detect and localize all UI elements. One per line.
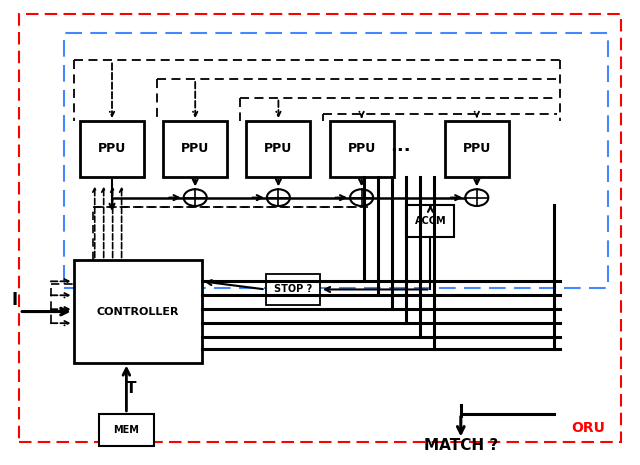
FancyBboxPatch shape	[74, 260, 202, 363]
FancyBboxPatch shape	[64, 33, 608, 288]
FancyBboxPatch shape	[80, 121, 144, 177]
Text: PPU: PPU	[348, 142, 376, 155]
Text: MEM: MEM	[113, 425, 140, 435]
FancyBboxPatch shape	[445, 121, 509, 177]
FancyBboxPatch shape	[163, 121, 227, 177]
FancyBboxPatch shape	[406, 205, 454, 237]
Text: T: T	[126, 381, 136, 396]
FancyBboxPatch shape	[330, 121, 394, 177]
Text: STOP ?: STOP ?	[274, 285, 312, 294]
FancyBboxPatch shape	[246, 121, 310, 177]
Text: ORU: ORU	[571, 421, 605, 435]
FancyBboxPatch shape	[99, 414, 154, 446]
Text: CONTROLLER: CONTROLLER	[97, 306, 179, 317]
Text: PPU: PPU	[463, 142, 491, 155]
Text: ACCM: ACCM	[415, 216, 446, 226]
FancyBboxPatch shape	[266, 274, 320, 305]
Text: PPU: PPU	[264, 142, 292, 155]
FancyBboxPatch shape	[19, 14, 621, 442]
Text: ...: ...	[390, 138, 410, 155]
Text: I: I	[11, 291, 17, 309]
Text: PPU: PPU	[98, 142, 126, 155]
Text: PPU: PPU	[181, 142, 209, 155]
Text: MATCH ?: MATCH ?	[424, 438, 498, 453]
